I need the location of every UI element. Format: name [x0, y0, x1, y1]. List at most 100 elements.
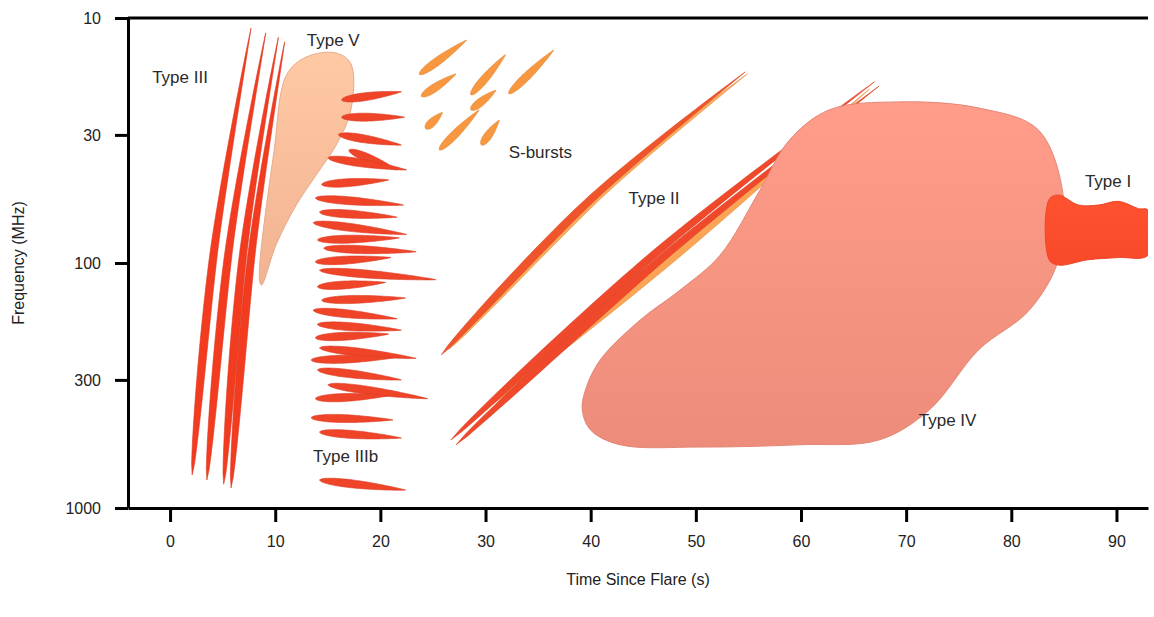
burst-streak — [315, 196, 403, 206]
x-tick-mark — [1010, 508, 1013, 522]
burst-label: Type I — [1085, 172, 1131, 191]
x-tick-label: 30 — [477, 533, 495, 550]
y-tick-label: 100 — [74, 255, 101, 272]
burst-label: Type II — [629, 189, 680, 208]
burst-streak — [319, 209, 397, 218]
x-tick: 50 — [687, 508, 705, 550]
y-axis-title: Frequency (MHz) — [10, 201, 27, 325]
burst-streak — [319, 268, 436, 280]
x-tick-mark — [485, 508, 488, 522]
burst-streak — [425, 112, 442, 129]
burst-region — [582, 102, 1065, 448]
burst-group — [582, 102, 1065, 448]
burst-streak — [315, 393, 389, 401]
y-axis: 10 30 100 300 1000 — [65, 10, 128, 517]
x-tick-mark — [169, 508, 172, 522]
burst-group — [311, 91, 436, 490]
x-tick-mark — [695, 508, 698, 522]
x-tick-mark — [800, 508, 803, 522]
y-tick: 300 — [74, 372, 128, 389]
burst-streak — [315, 332, 389, 340]
burst-streak — [439, 110, 479, 150]
x-tick: 90 — [1108, 508, 1126, 550]
x-tick-label: 50 — [687, 533, 705, 550]
x-tick-label: 70 — [898, 533, 916, 550]
burst-streak — [321, 178, 388, 187]
x-tick-mark — [590, 508, 593, 522]
y-tick-mark — [115, 507, 128, 510]
burst-label: Type IV — [919, 411, 977, 430]
burst-streak — [509, 50, 554, 94]
y-tick-mark — [115, 17, 128, 20]
burst-labels: Type V Type III Type IIIb S-bursts Type II Ty… — [152, 31, 1131, 465]
x-tick-label: 80 — [1003, 533, 1021, 550]
y-tick: 30 — [83, 127, 128, 144]
burst-streak — [421, 74, 456, 97]
burst-streak — [317, 368, 401, 380]
x-axis: 0 10 20 30 40 50 60 70 80 90 — [129, 508, 1149, 550]
x-tick: 20 — [372, 508, 390, 550]
burst-streak — [311, 414, 393, 422]
y-tick: 100 — [74, 255, 128, 272]
burst-region — [1045, 195, 1148, 265]
frame-top — [128, 17, 1148, 20]
chart-svg: 0 10 20 30 40 50 60 70 80 90 10 30 100 300 1000 Time Si… — [0, 0, 1154, 617]
burst-group — [419, 40, 554, 150]
burst-streak — [481, 120, 500, 145]
burst-streak — [328, 156, 407, 170]
burst-streak — [313, 308, 397, 319]
burst-label: Type III — [152, 68, 208, 87]
burst-streak — [317, 281, 385, 290]
burst-streak — [471, 90, 496, 110]
x-tick-label: 10 — [267, 533, 285, 550]
burst-group — [1045, 195, 1148, 265]
burst-streak — [319, 430, 401, 439]
y-tick-label: 10 — [83, 10, 101, 27]
burst-streak — [311, 355, 393, 363]
x-tick: 60 — [793, 508, 811, 550]
y-tick-label: 300 — [74, 372, 101, 389]
x-axis-title: Time Since Flare (s) — [566, 571, 709, 588]
y-tick-label: 30 — [83, 127, 101, 144]
burst-streak — [338, 133, 401, 145]
burst-streak — [341, 113, 404, 121]
x-tick: 30 — [477, 508, 495, 550]
burst-streak — [419, 40, 466, 75]
x-tick-mark — [379, 508, 382, 522]
burst-group — [192, 28, 285, 488]
x-tick-label: 0 — [166, 533, 175, 550]
x-tick: 40 — [582, 508, 600, 550]
burst-streak — [317, 322, 401, 331]
x-tick-mark — [274, 508, 277, 522]
y-tick-label: 1000 — [65, 500, 101, 517]
x-axis-line — [129, 507, 1149, 510]
burst-streak — [315, 256, 391, 265]
x-tick-mark — [905, 508, 908, 522]
burst-label: Type V — [307, 31, 361, 50]
x-tick: 10 — [267, 508, 285, 550]
x-tick: 0 — [166, 508, 175, 550]
burst-streak — [317, 235, 399, 243]
burst-streak — [341, 91, 401, 102]
y-tick-mark — [115, 379, 128, 382]
burst-streak — [230, 42, 284, 488]
y-tick: 1000 — [65, 500, 128, 517]
plot-area — [192, 28, 1148, 490]
x-tick-mark — [1115, 508, 1118, 522]
x-tick-label: 20 — [372, 533, 390, 550]
y-tick-mark — [115, 262, 128, 265]
y-tick: 10 — [83, 10, 128, 27]
x-tick-label: 90 — [1108, 533, 1126, 550]
burst-streak — [321, 295, 405, 303]
x-tick: 80 — [1003, 508, 1021, 550]
burst-streak — [319, 478, 405, 490]
x-tick: 70 — [898, 508, 916, 550]
burst-streak — [471, 55, 506, 95]
burst-label: S-bursts — [509, 143, 572, 162]
y-tick-mark — [115, 134, 128, 137]
burst-label: Type IIIb — [313, 447, 378, 466]
x-tick-label: 60 — [793, 533, 811, 550]
burst-streak — [313, 221, 407, 234]
x-tick-label: 40 — [582, 533, 600, 550]
burst-streak — [324, 245, 417, 253]
